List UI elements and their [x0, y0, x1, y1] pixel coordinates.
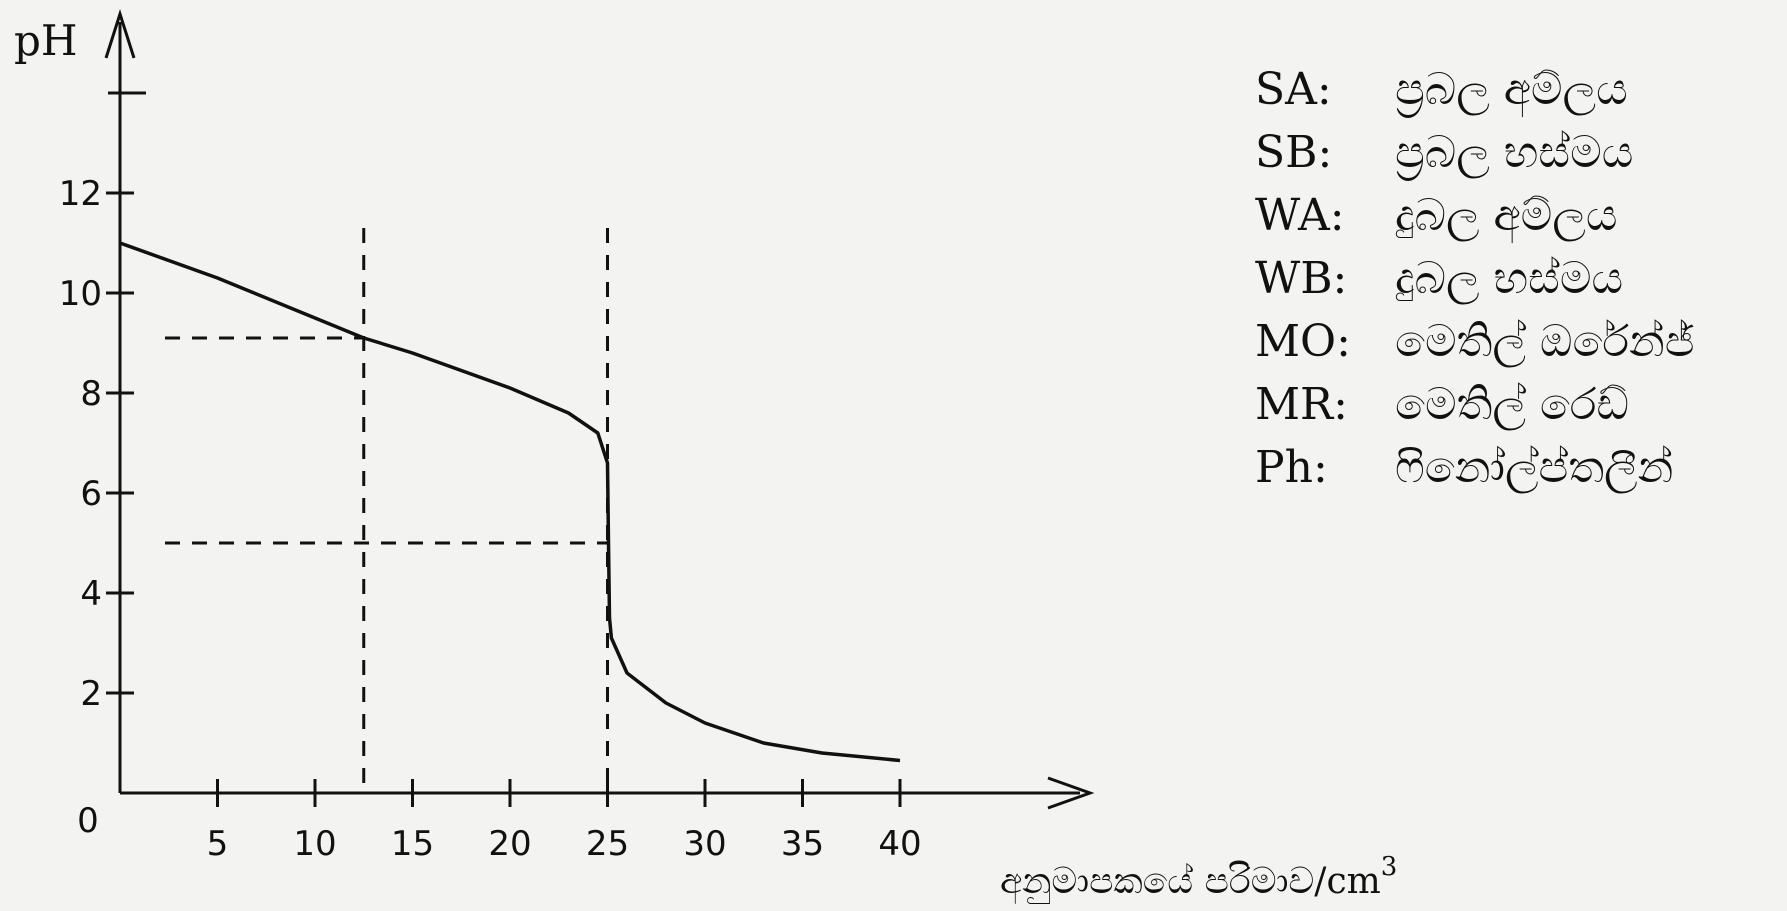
legend-row: SA: ප්‍රබල අම්ලය [1255, 58, 1695, 121]
legend-row: MR: මෙතිල් රෙඩ් [1255, 373, 1695, 436]
x-tick-label: 5 [207, 824, 229, 864]
legend-row: WB: දුබල භස්මය [1255, 247, 1695, 310]
y-tick-label: 10 [59, 274, 102, 314]
x-axis-title: අනුමාපකයේ පරිමාව/cm3 [1000, 852, 1397, 904]
legend-meaning: දුබල අම්ලය [1395, 190, 1618, 241]
legend-abbr: MR: [1255, 379, 1349, 430]
y-tick-label: 2 [80, 674, 102, 714]
y-tick-label: 8 [80, 374, 102, 414]
legend-meaning: ප්‍රබල අම්ලය [1395, 64, 1628, 115]
legend-abbr: WB: [1255, 253, 1348, 304]
origin-label: 0 [77, 801, 99, 841]
legend-abbr: SA: [1255, 64, 1332, 115]
legend-abbr: MO: [1255, 316, 1351, 367]
legend-meaning: දුබල භස්මය [1395, 253, 1624, 304]
legend-abbr: Ph: [1255, 442, 1328, 493]
legend-row: MO: මෙතිල් ඔරේන්ජ් [1255, 310, 1695, 373]
legend-row: Ph: ෆිනෝල්ප්තලීන් [1255, 436, 1695, 499]
x-tick-label: 20 [488, 824, 531, 864]
legend-row: SB: ප්‍රබල භස්මය [1255, 121, 1695, 184]
y-tick-label: 12 [59, 174, 102, 214]
x-tick-label: 35 [781, 824, 824, 864]
x-tick-label: 25 [586, 824, 629, 864]
legend-meaning: මෙතිල් රෙඩ් [1395, 379, 1630, 430]
y-axis-arrow [104, 9, 136, 59]
x-tick-label: 40 [878, 824, 921, 864]
titration-curve [119, 241, 901, 763]
legend-abbr: WA: [1255, 190, 1345, 241]
legend-row: WA: දුබල අම්ලය [1255, 184, 1695, 247]
legend: SA: ප්‍රබල අම්ලය SB: ප්‍රබල භස්මය WA: දු… [1255, 58, 1695, 499]
x-axis-title-superscript: 3 [1381, 852, 1398, 882]
legend-abbr: SB: [1255, 127, 1333, 178]
x-axis-arrow [1047, 776, 1095, 810]
x-tick-label: 30 [683, 824, 726, 864]
legend-meaning: ෆිනෝල්ප්තලීන් [1395, 442, 1674, 493]
legend-meaning: මෙතිල් ඔරේන්ජ් [1395, 316, 1695, 367]
x-tick-label: 15 [391, 824, 434, 864]
y-axis-title: pH [14, 16, 78, 65]
x-tick-label: 10 [293, 824, 336, 864]
x-axis-title-text: අනුමාපකයේ පරිමාව/cm [1000, 861, 1381, 904]
y-tick-label: 4 [80, 574, 102, 614]
y-tick-label: 6 [80, 474, 102, 514]
legend-meaning: ප්‍රබල භස්මය [1395, 127, 1634, 178]
